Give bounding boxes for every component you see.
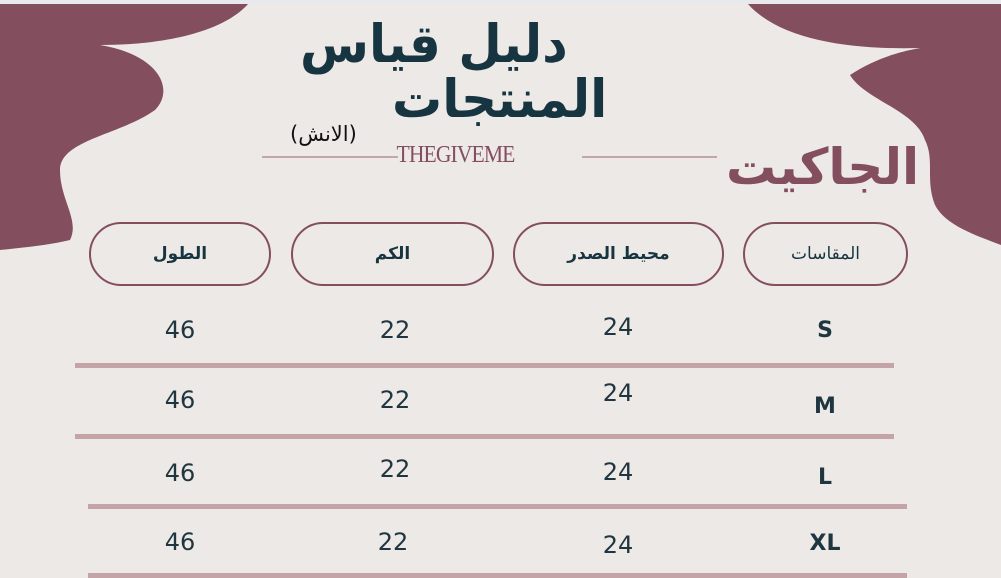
- top-strip: [0, 0, 1001, 4]
- header-sleeve: الكم: [291, 222, 494, 286]
- row-xl-length: 46: [164, 528, 196, 556]
- category-label: الجاكيت: [726, 138, 920, 196]
- header-chest: محيط الصدر: [513, 222, 724, 286]
- row-divider: [75, 363, 894, 368]
- row-l-sleeve: 22: [379, 455, 411, 483]
- title-line-1: دليل قياس: [300, 13, 568, 75]
- row-l-size: L: [817, 465, 833, 490]
- row-l-chest: 24: [602, 458, 634, 486]
- unit-label: (الانش): [290, 122, 357, 146]
- brand-rule-right: [582, 156, 717, 158]
- header-length: الطول: [89, 222, 271, 286]
- title-line-2: المنتجات: [392, 68, 608, 130]
- row-divider: [75, 434, 894, 439]
- row-s-size: S: [817, 318, 833, 343]
- row-m-length: 46: [164, 386, 196, 414]
- header-sizes: المقاسات: [743, 222, 908, 286]
- decorative-blob-left: [0, 4, 248, 250]
- row-l-length: 46: [164, 459, 196, 487]
- brand-rule-left: [262, 156, 398, 158]
- row-s-length: 46: [164, 316, 196, 344]
- row-m-chest: 24: [602, 379, 634, 407]
- row-s-sleeve: 22: [379, 316, 411, 344]
- row-xl-chest: 24: [602, 531, 634, 559]
- decorative-blob-right: [748, 4, 1001, 245]
- brand-logo: THEGIVEME: [396, 142, 516, 168]
- row-m-sleeve: 22: [379, 386, 411, 414]
- row-xl-size: XL: [809, 531, 841, 556]
- row-m-size: M: [814, 394, 836, 419]
- row-s-chest: 24: [602, 313, 634, 341]
- row-divider: [88, 504, 907, 509]
- row-xl-sleeve: 22: [377, 528, 409, 556]
